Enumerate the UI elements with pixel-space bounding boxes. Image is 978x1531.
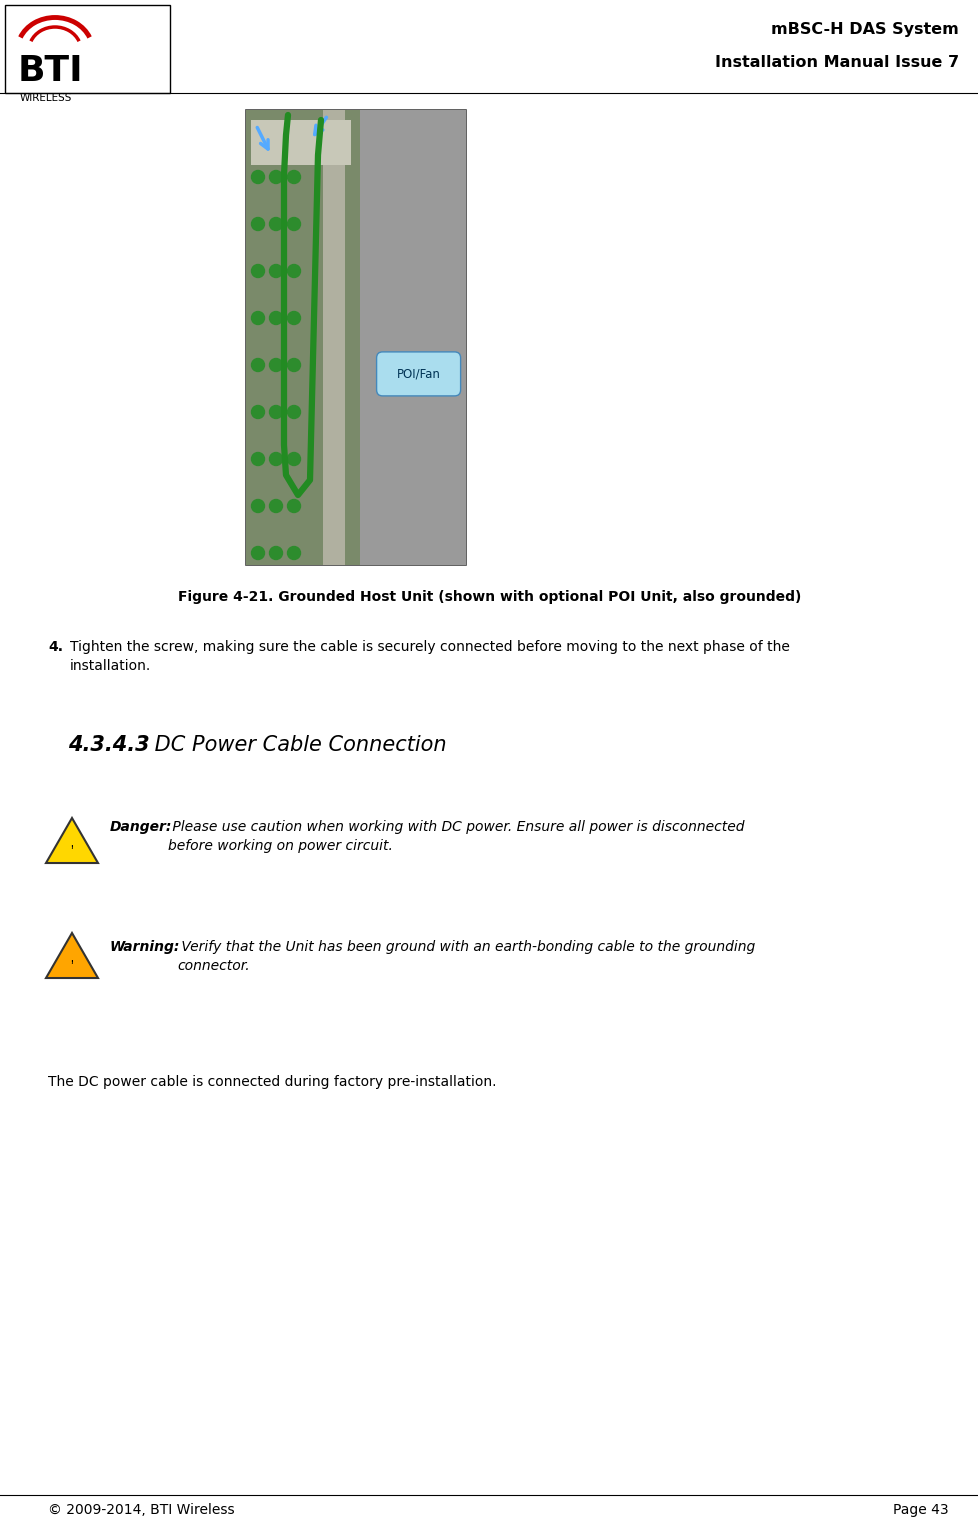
Circle shape	[288, 547, 300, 559]
FancyBboxPatch shape	[323, 110, 344, 565]
FancyBboxPatch shape	[360, 110, 466, 565]
Circle shape	[251, 217, 264, 231]
Circle shape	[269, 311, 283, 325]
Circle shape	[269, 358, 283, 372]
Text: Figure 4-21. Grounded Host Unit (shown with optional POI Unit, also grounded): Figure 4-21. Grounded Host Unit (shown w…	[178, 589, 800, 605]
FancyBboxPatch shape	[245, 110, 360, 565]
Text: Danger:: Danger:	[110, 821, 172, 834]
Text: !: !	[70, 845, 73, 850]
Circle shape	[251, 499, 264, 513]
Circle shape	[288, 170, 300, 184]
Circle shape	[251, 547, 264, 559]
Circle shape	[269, 499, 283, 513]
Text: Please use caution when working with DC power. Ensure all power is disconnected
: Please use caution when working with DC …	[168, 821, 743, 853]
Circle shape	[269, 453, 283, 465]
Text: DC Power Cable Connection: DC Power Cable Connection	[148, 735, 446, 755]
Circle shape	[269, 217, 283, 231]
Circle shape	[251, 406, 264, 418]
Polygon shape	[46, 818, 98, 863]
FancyBboxPatch shape	[250, 119, 351, 165]
Circle shape	[269, 547, 283, 559]
Text: Installation Manual Issue 7: Installation Manual Issue 7	[714, 55, 958, 70]
Circle shape	[288, 311, 300, 325]
Text: WIRELESS: WIRELESS	[20, 93, 72, 103]
Circle shape	[251, 170, 264, 184]
Circle shape	[251, 265, 264, 277]
FancyBboxPatch shape	[245, 110, 466, 565]
Text: © 2009-2014, BTI Wireless: © 2009-2014, BTI Wireless	[48, 1503, 235, 1517]
Circle shape	[288, 265, 300, 277]
Text: Tighten the screw, making sure the cable is securely connected before moving to : Tighten the screw, making sure the cable…	[70, 640, 789, 674]
Text: 4.: 4.	[48, 640, 63, 654]
Polygon shape	[46, 932, 98, 978]
Circle shape	[269, 170, 283, 184]
Text: 4.3.4.3: 4.3.4.3	[67, 735, 150, 755]
Circle shape	[288, 358, 300, 372]
Circle shape	[288, 453, 300, 465]
Text: BTI: BTI	[18, 54, 83, 87]
Circle shape	[251, 358, 264, 372]
Text: Warning:: Warning:	[110, 940, 180, 954]
Circle shape	[288, 406, 300, 418]
Circle shape	[288, 217, 300, 231]
Text: The DC power cable is connected during factory pre-installation.: The DC power cable is connected during f…	[48, 1075, 496, 1089]
Circle shape	[251, 311, 264, 325]
Text: POI/Fan: POI/Fan	[396, 367, 440, 380]
Circle shape	[288, 499, 300, 513]
Circle shape	[269, 265, 283, 277]
Text: Page 43: Page 43	[893, 1503, 948, 1517]
Circle shape	[269, 406, 283, 418]
Circle shape	[251, 453, 264, 465]
FancyBboxPatch shape	[377, 352, 460, 397]
FancyBboxPatch shape	[5, 5, 170, 93]
Text: mBSC-H DAS System: mBSC-H DAS System	[771, 21, 958, 37]
Text: !: !	[70, 960, 73, 965]
Text: Verify that the Unit has been ground with an earth-bonding cable to the groundin: Verify that the Unit has been ground wit…	[177, 940, 754, 974]
